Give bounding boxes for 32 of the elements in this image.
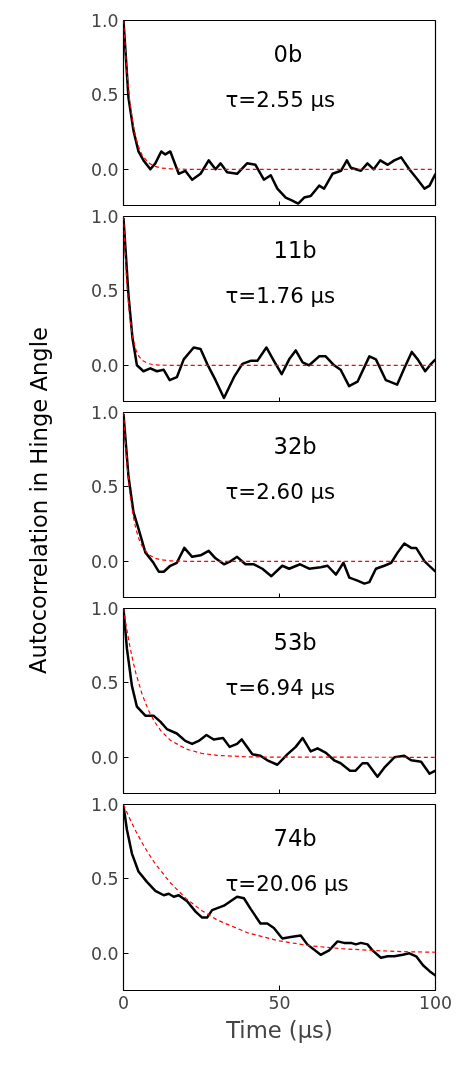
annotation: τ=2.55 μs — [225, 86, 336, 112]
y-tick-label: 0.0 — [90, 943, 119, 964]
line-series — [123, 20, 436, 205]
annotation: 11b — [273, 236, 317, 263]
y-tick-label: 0.0 — [90, 355, 119, 376]
y-tick-label: 0.5 — [90, 673, 119, 694]
annotation: 0b — [273, 40, 303, 67]
y-tick-label: 1.0 — [90, 207, 119, 227]
y-tick-label: 1.0 — [90, 11, 119, 31]
x-tick-label: 0 — [117, 992, 130, 1013]
y-tick-label: 0.5 — [90, 85, 119, 106]
y-tick-label: 1.0 — [90, 403, 119, 423]
annotation: τ=2.60 μs — [225, 478, 336, 504]
annotation: τ=1.76 μs — [225, 282, 336, 308]
x-tick-label: 50 — [268, 992, 291, 1013]
annotation: τ=6.94 μs — [225, 674, 336, 700]
y-tick-label: 0.5 — [90, 477, 119, 498]
y-tick-label: 0.0 — [90, 159, 119, 180]
line-series — [123, 216, 436, 400]
y-tick-label: 1.0 — [90, 795, 119, 815]
y-axis-title: Autocorrelation in Hinge Angle — [25, 327, 52, 674]
annotation: 32b — [273, 432, 317, 459]
y-tick-label: 0.0 — [90, 747, 119, 768]
y-tick-label: 0.0 — [90, 551, 119, 572]
y-tick-label: 0.5 — [90, 281, 119, 302]
annotation: 53b — [273, 628, 317, 655]
x-axis-title: Time (μs) — [225, 1016, 333, 1043]
annotation: 74b — [273, 824, 317, 851]
y-tick-label: 0.5 — [90, 869, 119, 890]
y-tick-label: 1.0 — [90, 599, 119, 619]
annotation: τ=20.06 μs — [225, 870, 349, 896]
x-tick-label: 100 — [418, 992, 453, 1013]
